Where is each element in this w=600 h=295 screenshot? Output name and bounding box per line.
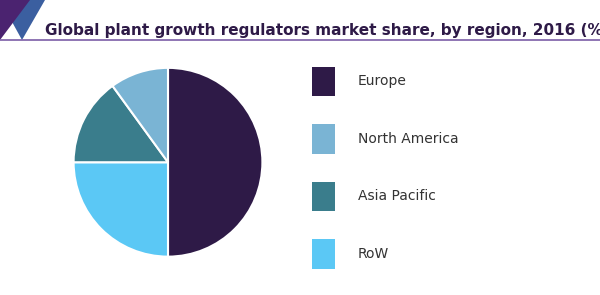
Bar (311, 182, 335, 211)
Text: RoW: RoW (358, 247, 389, 261)
Wedge shape (74, 162, 168, 257)
Wedge shape (74, 86, 168, 162)
Polygon shape (0, 0, 30, 40)
Bar (311, 124, 335, 154)
Wedge shape (113, 68, 168, 162)
Bar (311, 67, 335, 96)
Text: Global plant growth regulators market share, by region, 2016 (%): Global plant growth regulators market sh… (45, 24, 600, 38)
Wedge shape (168, 68, 262, 257)
Polygon shape (0, 0, 45, 40)
Text: Asia Pacific: Asia Pacific (358, 189, 436, 204)
Text: North America: North America (358, 132, 458, 146)
Text: Europe: Europe (358, 74, 406, 88)
Bar (311, 239, 335, 269)
